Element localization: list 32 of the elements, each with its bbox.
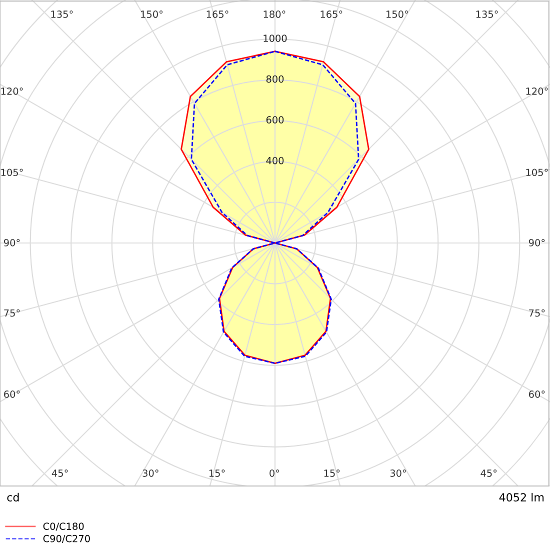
spoke-label: 15° <box>209 469 225 477</box>
spoke-label: 105° <box>1 168 23 176</box>
spoke-label: 45° <box>52 469 68 477</box>
spoke-label: 90° <box>4 239 20 246</box>
legend-label: C0/C180 <box>43 522 84 531</box>
spoke-label: 165° <box>320 10 342 18</box>
text: cd <box>7 492 19 502</box>
spoke-label: 150° <box>141 10 163 18</box>
y-tick-label: 400 <box>266 156 284 164</box>
spoke-label: 135° <box>476 10 498 18</box>
y-tick-label: 800 <box>266 75 284 83</box>
spoke-label: 120° <box>526 88 548 95</box>
legend-label: C90/C270 <box>43 534 90 544</box>
spoke-label: 165° <box>206 10 228 18</box>
spoke-label: 0° <box>270 469 280 477</box>
spoke-label: 150° <box>386 10 408 18</box>
spoke-label: 60° <box>528 390 545 398</box>
spoke-label: 45° <box>480 469 497 477</box>
spoke-label: 15° <box>324 469 340 477</box>
spoke-label: 30° <box>142 469 158 477</box>
text: 4052 lm <box>499 492 544 502</box>
spoke-label: 75° <box>4 309 20 317</box>
y-tick-label: 600 <box>266 116 284 124</box>
y-tick-label: 1000 <box>264 34 287 42</box>
spoke-label: 105° <box>526 168 548 176</box>
spoke-label: 120° <box>1 88 23 95</box>
spoke-label: 90° <box>528 239 545 246</box>
spoke-label: 60° <box>4 390 20 398</box>
spoke-label: 30° <box>390 469 406 477</box>
spoke-label: 75° <box>529 309 545 317</box>
spoke-label: 135° <box>51 10 73 18</box>
spoke-label: 180° <box>264 10 286 18</box>
